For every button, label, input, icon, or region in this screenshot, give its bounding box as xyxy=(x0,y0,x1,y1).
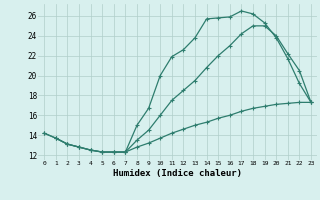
X-axis label: Humidex (Indice chaleur): Humidex (Indice chaleur) xyxy=(113,169,242,178)
